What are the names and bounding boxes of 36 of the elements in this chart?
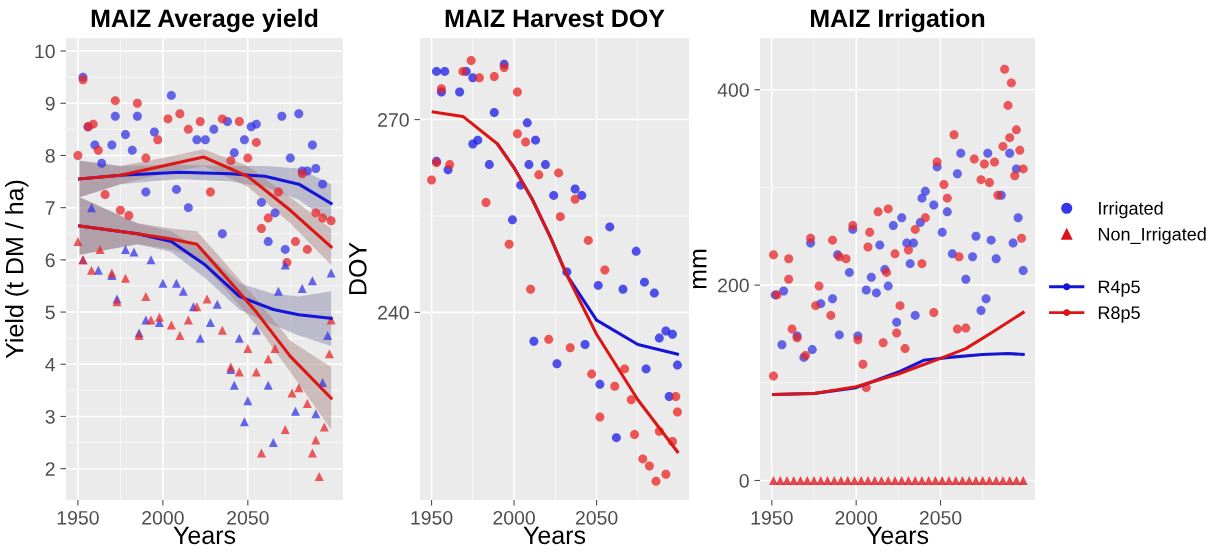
legend-label: R4p5 xyxy=(1098,280,1140,297)
chart-title: MAIZ Irrigation xyxy=(810,8,985,33)
y-tick-label: 8 xyxy=(45,148,55,163)
y-tick-label: 7 xyxy=(45,201,55,215)
chart-title: MAIZ Harvest DOY xyxy=(445,9,665,28)
x-tick-label: 1950 xyxy=(57,510,99,525)
legend-label: R8p5 xyxy=(1098,306,1140,323)
y-tick-label: 5 xyxy=(45,305,55,320)
y-tick-label: 240 xyxy=(378,305,409,320)
y-tick-label: 10 xyxy=(35,44,55,59)
x-axis-title: Years xyxy=(173,526,236,545)
x-tick-label: 2050 xyxy=(919,510,962,525)
x-tick-label: 2050 xyxy=(227,510,269,525)
y-tick-label: 3 xyxy=(45,409,55,424)
x-axis-title: Years xyxy=(523,526,586,545)
y-tick-label: 270 xyxy=(378,113,409,127)
x-tick-label: 2050 xyxy=(575,510,618,525)
y-tick-label: 6 xyxy=(45,253,55,268)
legend-label: Non_Irrigated xyxy=(1098,227,1206,245)
y-tick-label: 4 xyxy=(45,357,56,372)
y-tick-label: 400 xyxy=(717,83,749,97)
y-axis-title: mm xyxy=(692,249,707,289)
y-tick-label: 2 xyxy=(45,462,55,476)
y-tick-label: 0 xyxy=(739,473,749,488)
y-tick-label: 200 xyxy=(718,278,749,293)
x-tick-label: 2000 xyxy=(493,510,535,525)
chart-title: MAIZ Average yield xyxy=(91,8,318,33)
x-tick-label: 1950 xyxy=(751,510,793,525)
x-tick-label: 2000 xyxy=(835,510,878,525)
x-tick-label: 2000 xyxy=(142,510,184,525)
legend-label: Irrigated xyxy=(1099,201,1163,219)
x-axis-title: Years xyxy=(866,526,929,545)
y-axis-title: Yield (t DM / ha) xyxy=(5,180,29,359)
y-tick-label: 9 xyxy=(45,96,55,111)
y-axis-title: DOY xyxy=(348,242,367,295)
x-tick-label: 1950 xyxy=(411,510,453,525)
